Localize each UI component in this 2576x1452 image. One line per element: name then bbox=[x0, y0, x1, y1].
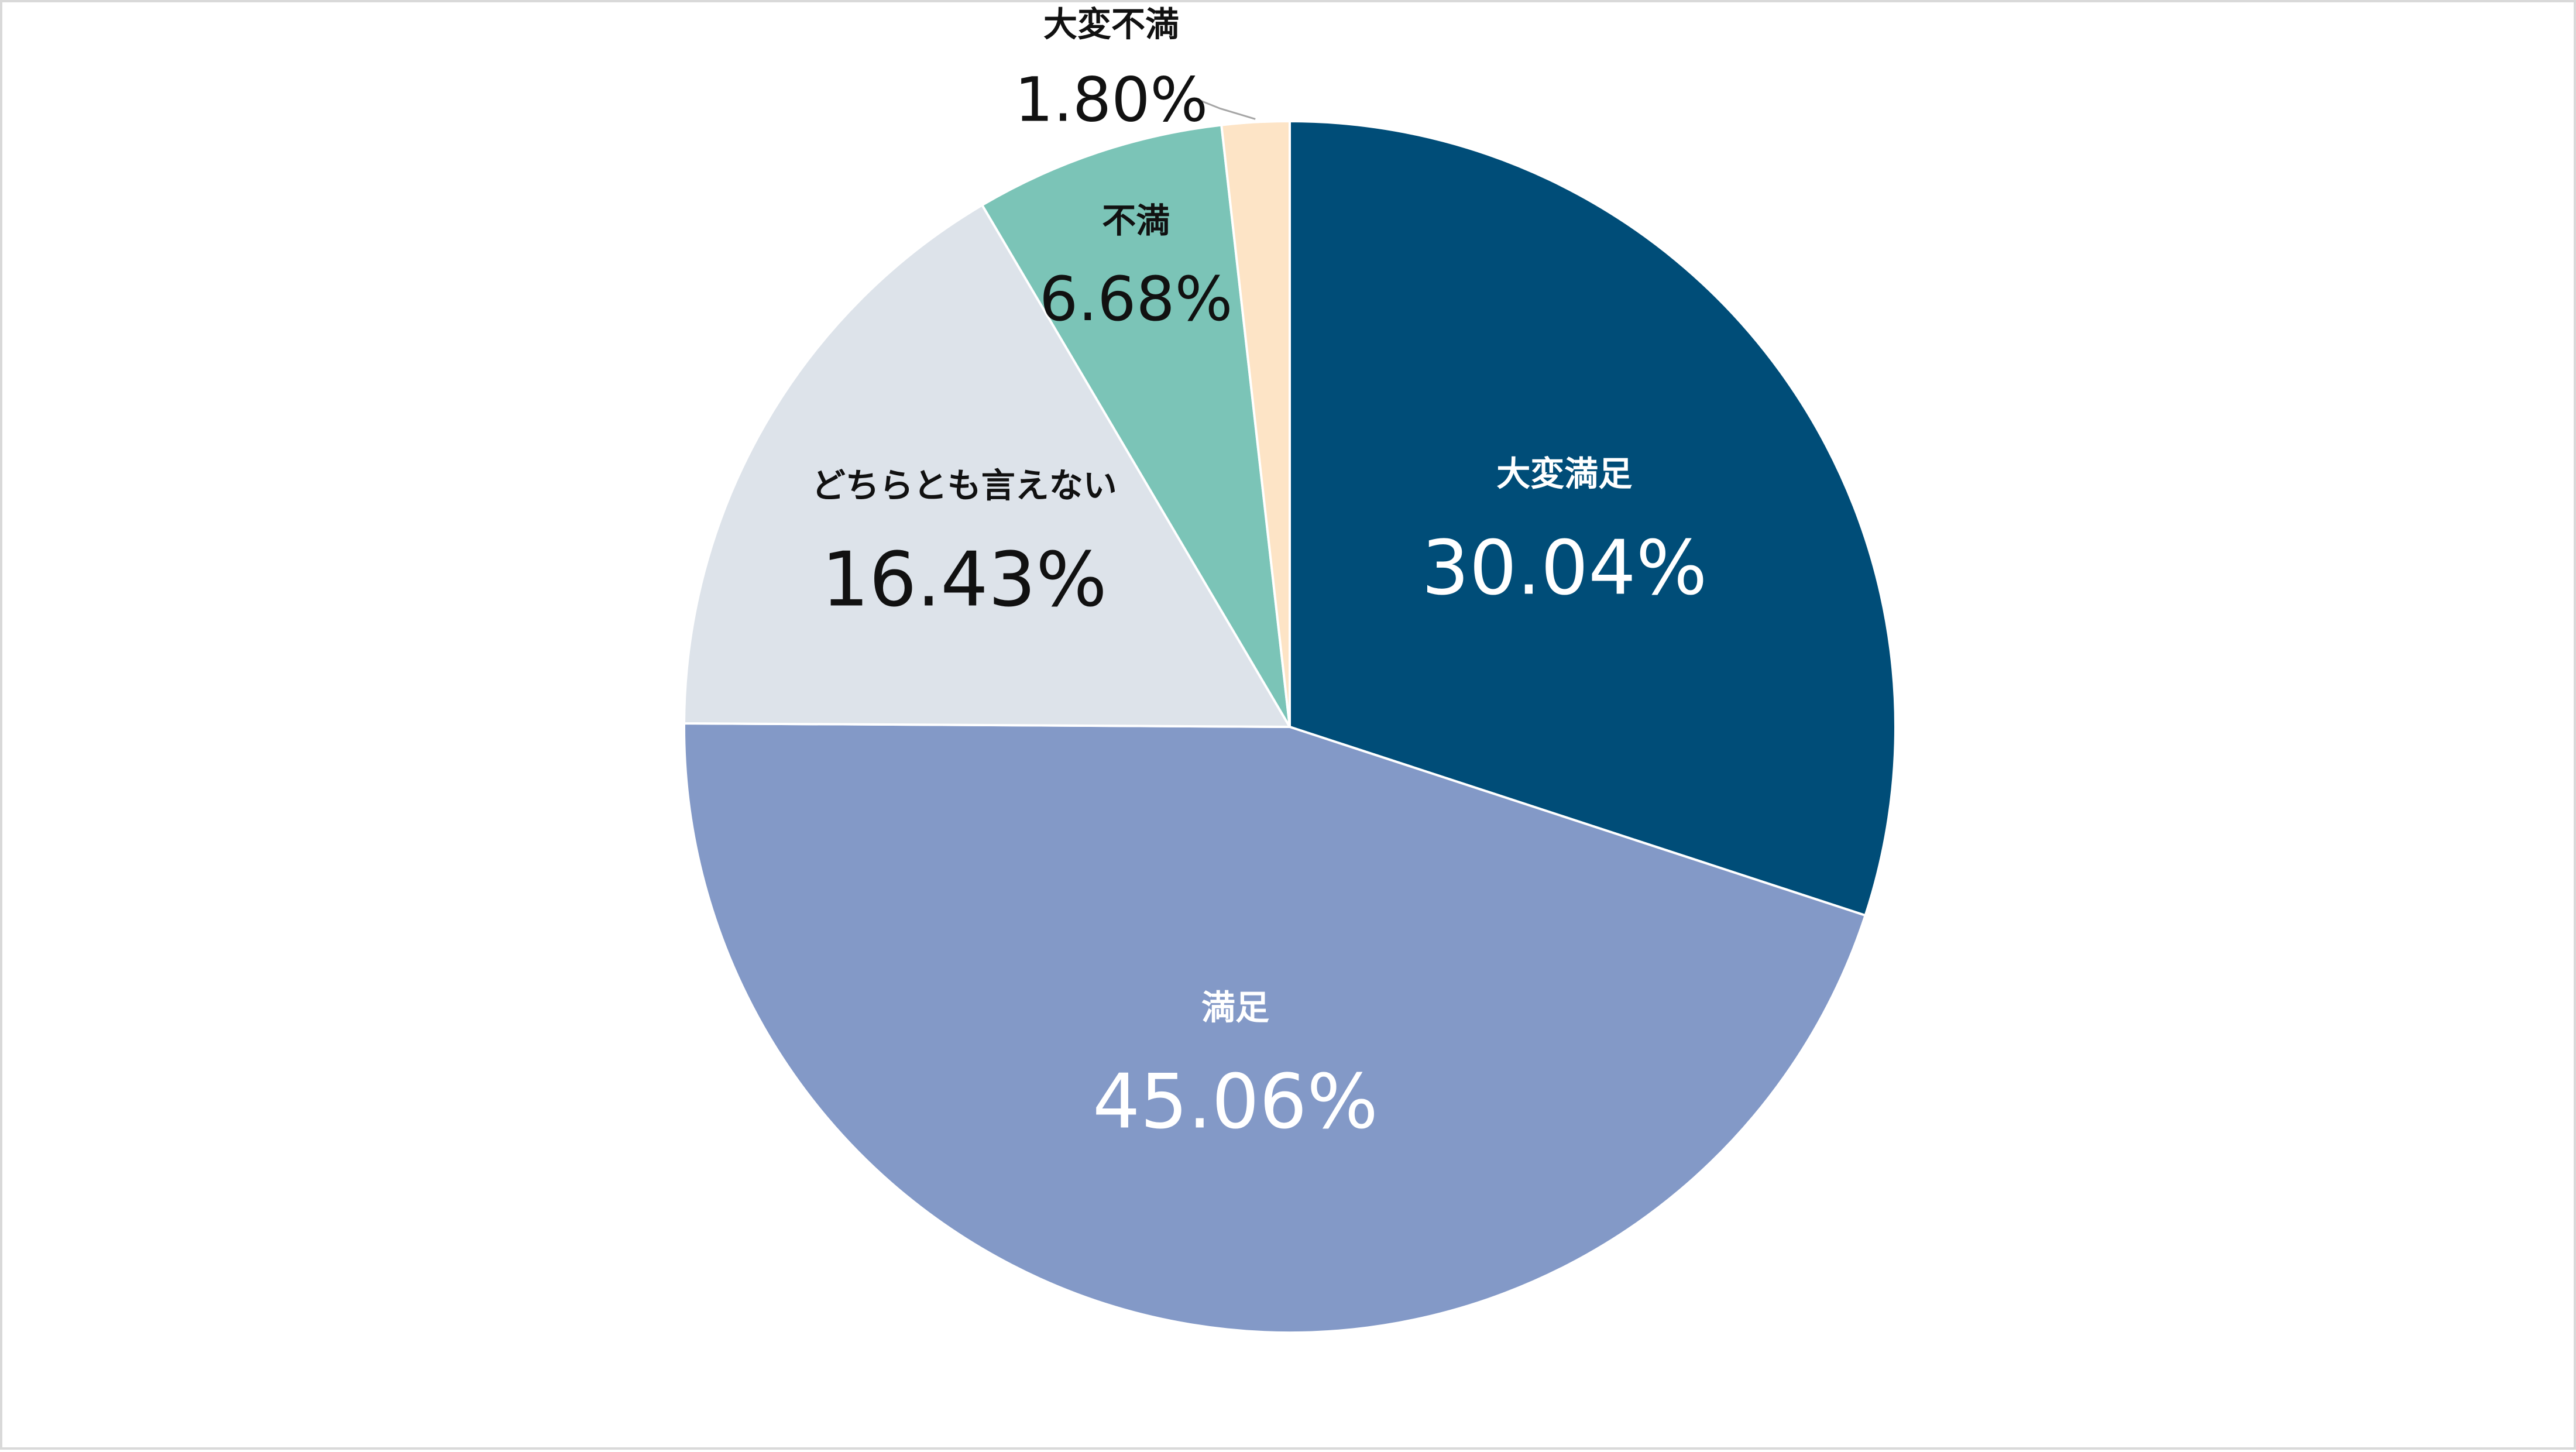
pie-slice bbox=[980, 123, 1291, 728]
pie-slice bbox=[683, 203, 1292, 729]
pie-slice bbox=[1220, 119, 1291, 727]
slice-percent-label: 45.06% bbox=[1093, 1059, 1378, 1146]
pie-slice bbox=[683, 722, 1867, 1334]
slice-percent-label: 6.68% bbox=[1039, 263, 1232, 335]
slice-category-label: 大変不満 bbox=[1043, 5, 1179, 44]
pie-slices bbox=[683, 119, 1897, 1334]
leader-lines bbox=[1198, 99, 1256, 120]
slice-category-label: 満足 bbox=[1201, 988, 1269, 1028]
slice-percent-label: 1.80% bbox=[1015, 64, 1208, 136]
leader-line bbox=[1198, 99, 1256, 120]
slice-percent-label: 30.04% bbox=[1421, 524, 1707, 612]
slice-category-label: 不満 bbox=[1102, 201, 1170, 241]
slice-category-label: どちらとも言えない bbox=[812, 466, 1117, 506]
slice-category-label: 大変満足 bbox=[1496, 454, 1632, 493]
data-labels: 大変満足 30.04% 満足 45.06% どちらとも言えない 16.43% 不満 6.68%… bbox=[812, 5, 1708, 1146]
pie-slice bbox=[1289, 119, 1897, 917]
slice-percent-label: 16.43% bbox=[822, 537, 1107, 624]
